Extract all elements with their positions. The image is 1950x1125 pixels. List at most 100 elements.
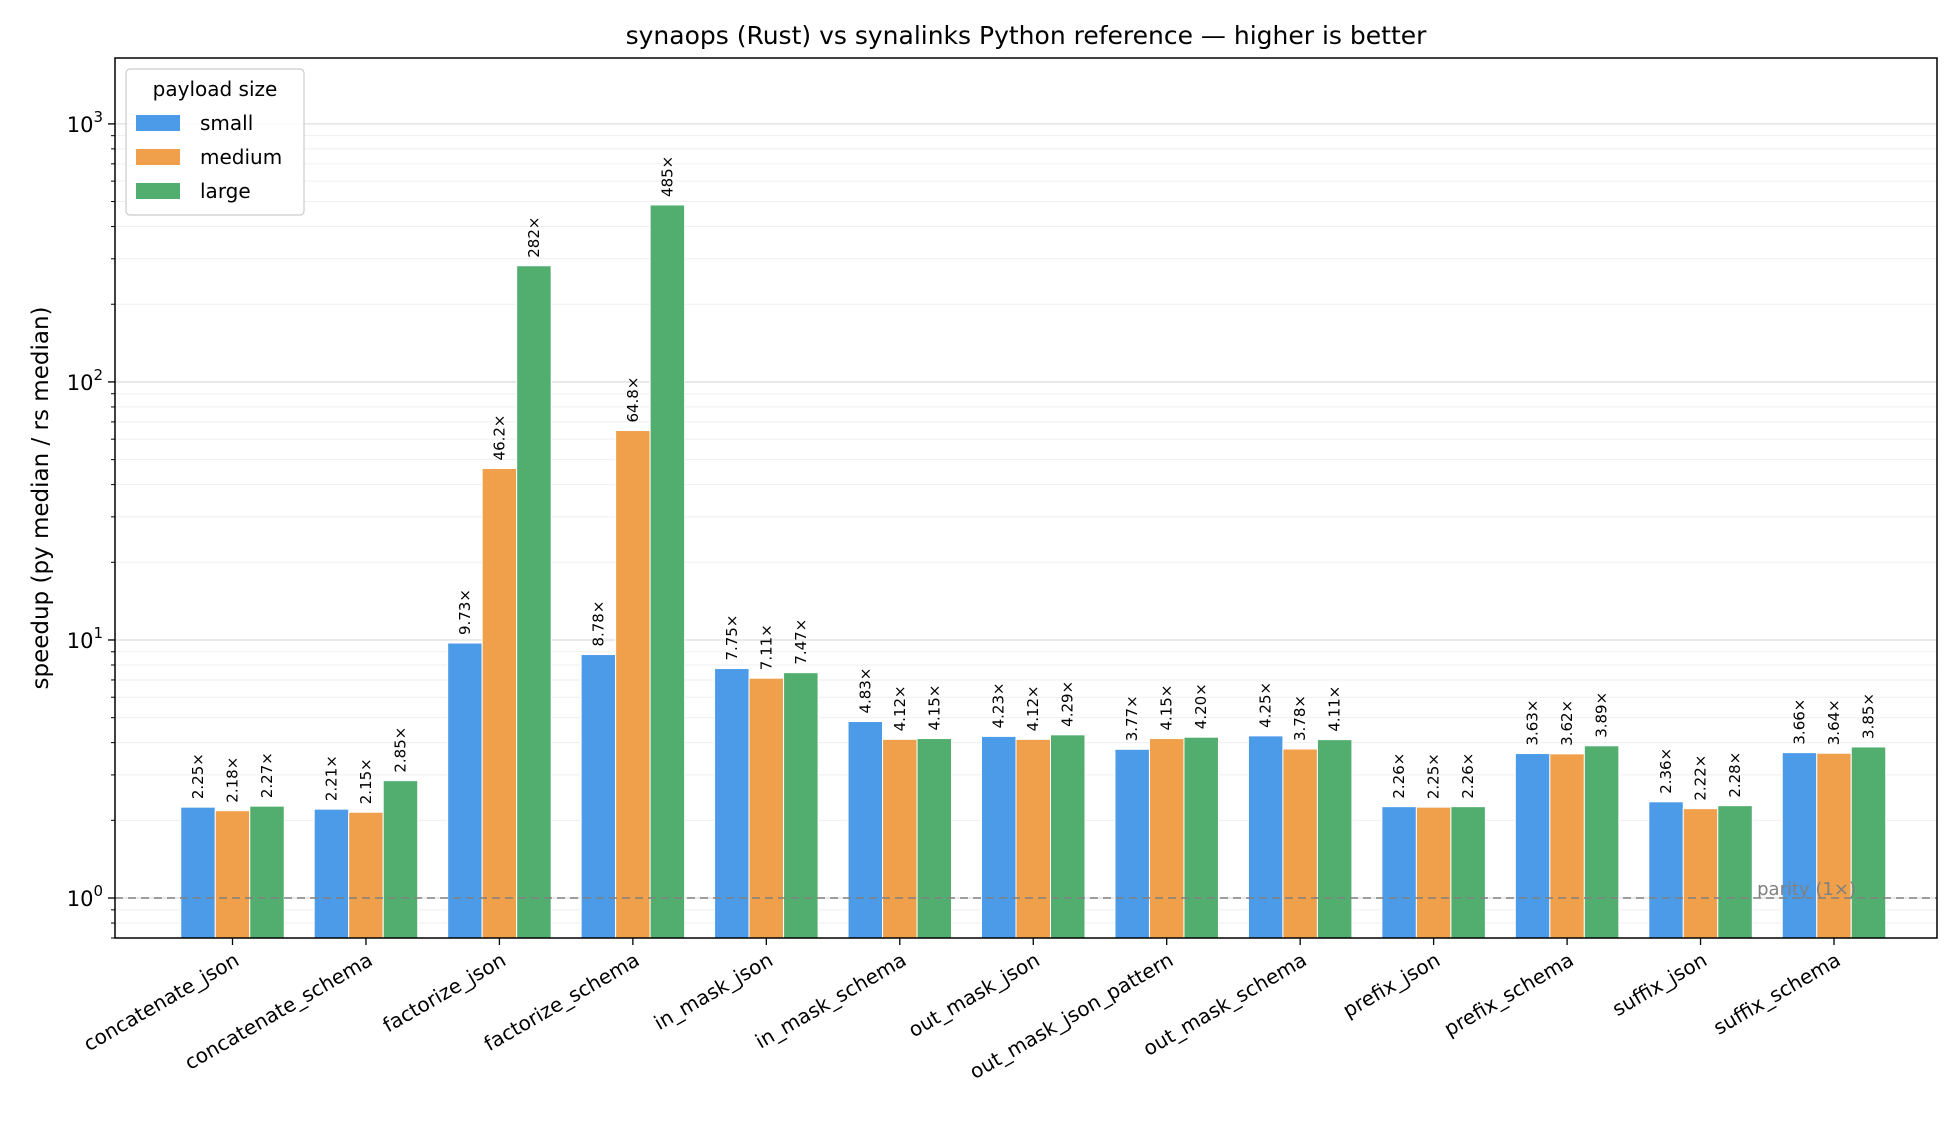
bar-value-label: 64.8× [624,377,642,423]
y-tick-label: 103 [67,108,103,137]
bar-small-factorize_json [447,642,483,939]
bar-value-label: 3.62× [1558,700,1576,746]
bar-large-factorize_schema [649,204,686,939]
bar-large-concatenate_json [249,805,285,939]
x-tick-label: prefix_schema [1440,948,1578,1041]
y-tick-exponent: 3 [93,108,103,126]
bar-value-label: 4.15× [925,685,943,731]
bar-small-prefix_schema [1514,753,1551,939]
bar-value-label: 3.64× [1825,699,1843,745]
y-tick-exponent: 2 [93,366,103,384]
bar-value-label: 3.66× [1791,699,1809,745]
bar-medium-prefix_schema [1549,753,1585,939]
legend-box [125,68,305,216]
y-tick-base: 10 [67,887,94,911]
y-tick-label: 102 [67,366,103,395]
bar-value-label: 4.11× [1326,686,1344,732]
bar-medium-prefix_json [1415,806,1452,939]
bar-large-out_mask_json_pattern [1183,736,1219,939]
bar-value-label: 8.78× [589,601,607,647]
y-tick-label: 101 [67,624,103,653]
bar-small-in_mask_schema [847,721,884,939]
bar-value-label: 2.27× [258,752,276,798]
bar-small-in_mask_json [714,668,750,939]
bar-value-label: 46.2× [490,414,508,460]
chart-title: synaops (Rust) vs synalinks Python refer… [626,21,1428,50]
bar-small-out_mask_json_pattern [1114,748,1150,939]
bar-large-out_mask_schema [1316,739,1353,939]
bar-value-label: 4.23× [990,682,1008,728]
bar-small-concatenate_schema [313,808,350,939]
bar-value-label: 3.85× [1860,693,1878,739]
parity-label: parity (1×) [1757,879,1856,900]
y-tick-exponent: 0 [93,882,103,900]
bar-value-label: 2.36× [1657,748,1675,794]
axes-frame [114,57,1938,939]
bar-small-out_mask_schema [1247,735,1284,939]
bar-medium-in_mask_json [748,677,785,939]
bar-value-label: 3.89× [1593,692,1611,738]
legend-swatch-large [136,183,180,199]
bar-large-suffix_json [1717,805,1753,939]
bar-value-label: 2.85× [391,727,409,773]
bar-value-label: 2.25× [1425,753,1443,799]
x-tick-label: out_mask_json [904,948,1044,1042]
bar-value-label: 3.63× [1524,700,1542,746]
bar-value-label: 4.29× [1059,681,1077,727]
y-tick-base: 10 [67,371,94,395]
bar-value-labels: 2.25× 2.18× 2.27× 2.21× 2.15× 2.85× 9.73× 46.2×… [189,156,1878,804]
bar-medium-in_mask_schema [882,738,918,939]
bar-medium-factorize_schema [615,430,651,939]
bar-medium-out_mask_json_pattern [1148,738,1185,939]
y-tick-exponent: 1 [93,624,103,642]
y-tick-base: 10 [67,629,94,653]
legend-label-medium: medium [200,145,282,169]
bar-large-concatenate_schema [382,780,419,939]
bar-value-label: 4.83× [856,668,874,714]
legend-items: small medium large [136,111,282,203]
bar-value-label: 4.20× [1192,683,1210,729]
legend-label-large: large [200,179,251,203]
bar-large-prefix_json [1450,806,1486,939]
bar-small-suffix_json [1648,801,1684,939]
legend: payload size small medium large [125,68,305,216]
bar-value-label: 2.26× [1390,753,1408,799]
bar-small-prefix_json [1381,806,1417,939]
bar-value-label: 485× [658,156,676,197]
y-tick-base: 10 [67,113,94,137]
x-tick-label: suffix_schema [1709,948,1844,1040]
bar-medium-concatenate_json [214,810,251,939]
x-tick-label: prefix_json [1338,948,1444,1023]
y-tick-label: 100 [67,882,103,911]
x-tick-label: suffix_json [1608,948,1711,1021]
bar-value-label: 2.22× [1692,755,1710,801]
bar-large-out_mask_json [1050,734,1086,939]
bar-medium-factorize_json [481,467,518,939]
bar-value-label: 4.25× [1257,682,1275,728]
bar-medium-suffix_schema [1816,752,1852,939]
x-tick-label: in_mask_schema [751,948,910,1054]
legend-swatch-medium [136,149,180,165]
bar-value-label: 3.78× [1291,695,1309,741]
bar-value-label: 4.12× [1024,685,1042,731]
bar-value-label: 2.15× [357,758,375,804]
bar-value-label: 2.28× [1726,752,1744,798]
bar-small-concatenate_json [180,806,216,939]
bar-small-suffix_schema [1781,752,1818,939]
bars [180,204,1887,939]
bar-value-label: 4.15× [1158,685,1176,731]
bar-large-in_mask_json [783,672,819,939]
bar-medium-concatenate_schema [348,811,384,939]
bar-medium-out_mask_json [1015,738,1051,939]
bar-value-label: 4.12× [891,685,909,731]
bar-medium-out_mask_schema [1282,748,1318,939]
bar-value-label: 2.21× [322,755,340,801]
bar-large-in_mask_schema [916,738,953,939]
bar-large-suffix_schema [1850,746,1887,939]
bar-value-label: 7.47× [792,619,810,665]
bar-small-factorize_schema [580,654,617,939]
bar-medium-suffix_json [1682,808,1719,939]
